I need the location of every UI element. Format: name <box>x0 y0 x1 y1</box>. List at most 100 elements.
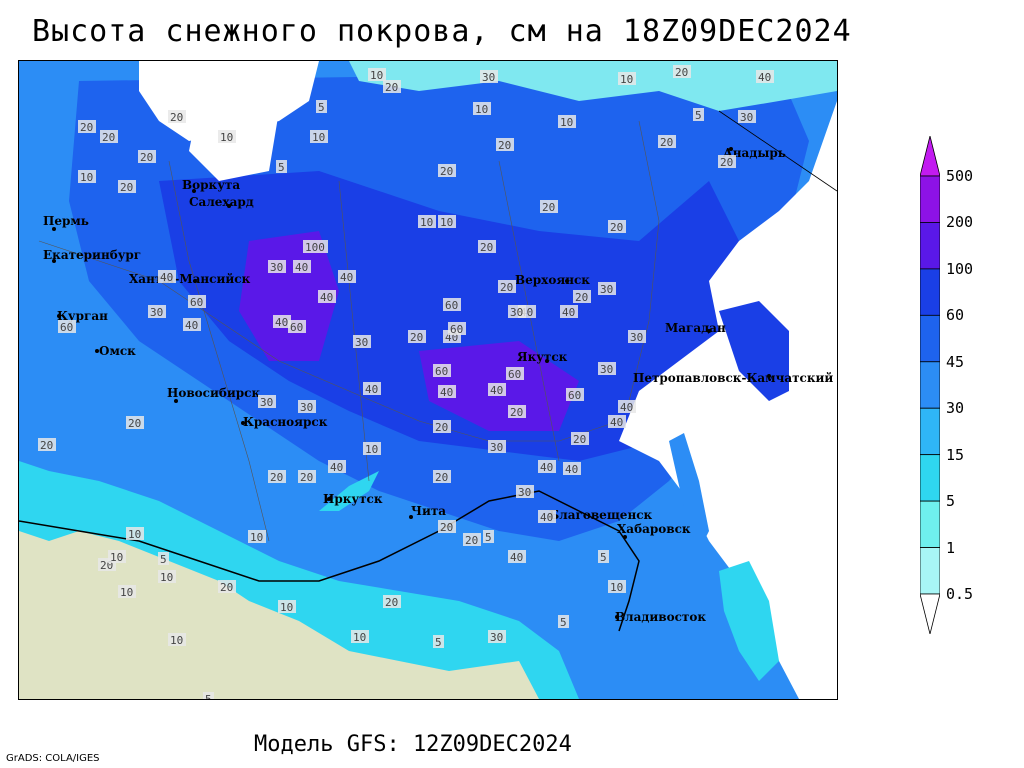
contour-value-label: 10 <box>312 131 325 144</box>
contour-value-label: 60 <box>508 368 521 381</box>
city-label-blagoveshchensk: Благовещенск <box>549 508 653 522</box>
contour-value-label: 20 <box>220 581 233 594</box>
contour-label-box <box>168 110 186 123</box>
legend-level-label: 1 <box>946 538 956 557</box>
contour-label-box <box>288 320 306 333</box>
contour-label-box <box>78 170 96 183</box>
contour-value-label: 5 <box>695 109 702 122</box>
contour-label-box <box>608 580 626 593</box>
city-dot <box>95 349 99 353</box>
contour-label-box <box>718 155 736 168</box>
legend-level-label: 500 <box>946 167 974 185</box>
city-dot <box>241 421 245 425</box>
contour-value-label: 40 <box>440 386 453 399</box>
city-label-khabarovsk: Хабаровск <box>617 522 691 536</box>
contour-label-box <box>508 305 526 318</box>
contour-label-box <box>443 298 461 311</box>
contour-label-box <box>538 460 556 473</box>
region-border-b <box>168 160 270 542</box>
contour-value-label: 40 <box>562 306 575 319</box>
contour-value-label: 40 <box>620 401 633 414</box>
contour-label-box <box>158 552 169 565</box>
contour-value-label: 5 <box>485 531 492 544</box>
contour-value-label: 10 <box>80 171 93 184</box>
contour-value-label: 20 <box>385 81 398 94</box>
colorbar-band <box>920 268 940 316</box>
contour-label-box <box>488 383 506 396</box>
city-label-vorkuta: Воркута <box>182 178 240 192</box>
contour-value-label: 20 <box>410 331 423 344</box>
contour-label-box <box>203 692 214 699</box>
contour-label-box <box>508 405 526 418</box>
sakhalin-island <box>669 433 709 551</box>
contour-value-label: 20 <box>500 281 513 294</box>
contour-value-label: 30 <box>630 331 643 344</box>
contour-value-label: 20 <box>660 136 673 149</box>
city-dot <box>327 497 331 501</box>
contour-label-box <box>273 315 291 328</box>
contour-value-label: 20 <box>480 241 493 254</box>
contour-value-label: 60 <box>290 321 303 334</box>
contour-label-box <box>383 80 401 93</box>
contour-label-box <box>183 318 201 331</box>
contour-label-box <box>488 440 506 453</box>
city-dot <box>174 399 178 403</box>
contour-value-label: 20 <box>498 139 511 152</box>
contour-value-label: 40 <box>510 551 523 564</box>
contour-value-label: 40 <box>365 383 378 396</box>
contour-value-label: 20 <box>40 439 53 452</box>
contour-value-label: 20 <box>440 521 453 534</box>
contour-label-box <box>566 388 584 401</box>
city-label-krasnoyarsk: Красноярск <box>243 415 328 429</box>
contour-value-label: 20 <box>270 471 283 484</box>
colorbar-band <box>920 361 940 409</box>
contour-label-box <box>463 533 481 546</box>
region-border-c <box>338 180 370 482</box>
japan-islands <box>719 561 779 681</box>
contour-value-label: 20 <box>435 421 448 434</box>
contour-label-box <box>478 240 496 253</box>
contour-label-box <box>438 520 456 533</box>
legend-level-label: 60 <box>946 306 965 325</box>
contour-label-box <box>148 305 166 318</box>
contour-value-label: 10 <box>610 581 623 594</box>
contour-label-box <box>438 385 456 398</box>
contour-value-label: 30 <box>510 306 523 319</box>
contour-value-label: 40 <box>275 316 288 329</box>
contour-label-box <box>433 470 451 483</box>
contour-label-box <box>438 164 456 177</box>
contour-value-label: 30 <box>260 396 273 409</box>
contour-label-box <box>218 130 236 143</box>
contour-label-box <box>516 485 534 498</box>
contour-label-box <box>338 270 356 283</box>
city-dot <box>545 359 549 363</box>
city-dot <box>52 259 56 263</box>
contour-label-box <box>168 633 186 646</box>
colorbar-band <box>920 454 940 502</box>
contour-value-label: 10 <box>128 528 141 541</box>
lake-baikal <box>319 471 379 511</box>
contour-value-label: 20 <box>575 291 588 304</box>
contour-label-box <box>258 395 276 408</box>
contour-value-label: 60 <box>60 321 73 334</box>
contour-value-label: 5 <box>318 101 325 114</box>
contour-label-box <box>496 138 514 151</box>
contour-label-box <box>418 215 436 228</box>
contour-label-box <box>480 70 498 83</box>
contour-label-box <box>188 295 206 308</box>
contour-label-box <box>448 322 466 335</box>
contour-label-box <box>126 416 144 429</box>
legend-level-label: 200 <box>946 213 974 232</box>
city-dot <box>623 535 627 539</box>
kamchatka-peninsula <box>719 301 789 401</box>
contour-label-box <box>58 320 76 333</box>
contour-value-label: 5 <box>205 693 212 699</box>
contour-label-box <box>298 400 316 413</box>
contour-label-box <box>276 160 287 173</box>
contour-label-box <box>368 68 386 81</box>
contour-label-box <box>628 330 646 343</box>
contour-label-box <box>506 367 524 380</box>
contour-label-box <box>408 330 426 343</box>
colorbar-band <box>920 500 940 548</box>
